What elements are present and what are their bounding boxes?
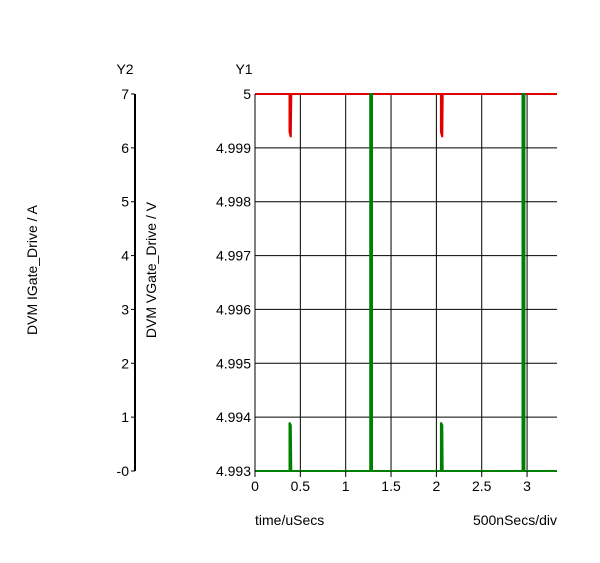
series-layer (255, 93, 557, 472)
y1-tick-label: 4.998 (216, 194, 251, 210)
y2-tick-label: 7 (121, 86, 129, 102)
y2-axis-title: Y2 (116, 61, 133, 77)
y1-axis-title: Y1 (235, 61, 252, 77)
y1-tick-label: 4.994 (216, 409, 251, 425)
y1-tick-label: 5 (243, 86, 251, 102)
y1-tick-label: 4.993 (216, 463, 251, 479)
x-tick-label: 0.5 (291, 478, 311, 494)
x-tick-label: 0 (251, 478, 259, 494)
y2-tick-label: 3 (121, 301, 129, 317)
grid (255, 93, 557, 472)
y2-tick-label: 1 (121, 409, 129, 425)
y1-tick-label: 4.996 (216, 301, 251, 317)
y2-tick-label: 6 (121, 140, 129, 156)
y1-tick-label: 4.999 (216, 140, 251, 156)
y1-tick-label: 4.997 (216, 248, 251, 264)
series-line (255, 93, 557, 472)
series-line (255, 93, 557, 138)
x-scale-label: 500nSecs/div (473, 512, 557, 528)
x-axis-label: time/uSecs (255, 512, 324, 528)
y2-tick-label: 2 (121, 355, 129, 371)
x-tick-label: 2 (432, 478, 440, 494)
y1-axis-label: DVM VGate_Drive / V (143, 201, 159, 338)
x-tick-label: 2.5 (472, 478, 492, 494)
x-tick-label: 3 (523, 478, 531, 494)
y1-tick-label: 4.995 (216, 355, 251, 371)
x-tick-label: 1.5 (381, 478, 401, 494)
y2-tick-label: 4 (121, 248, 129, 264)
y2-tick-label: -0 (117, 463, 130, 479)
y2-tick-label: 5 (121, 194, 129, 210)
y2-axis-label: DVM IGate_Drive / A (24, 204, 40, 335)
x-tick-label: 1 (342, 478, 350, 494)
axes: 0 0.5 1 1.5 2 2.5 3 4.993 4.994 4.995 4.996 4.997 4.… (117, 86, 532, 494)
